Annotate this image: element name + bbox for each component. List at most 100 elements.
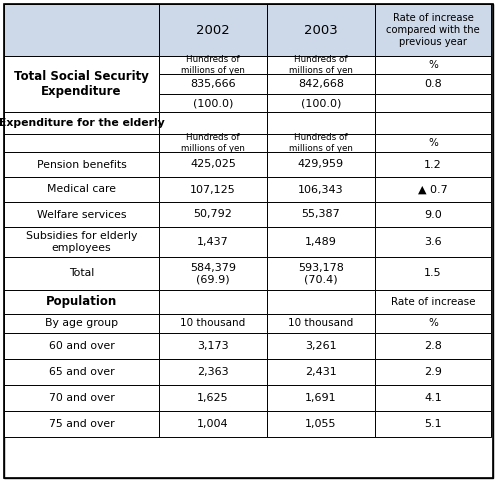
Text: 1,055: 1,055 (305, 419, 337, 429)
Bar (267, 227, 375, 257)
Bar (159, 227, 267, 257)
Bar (4, 411, 159, 437)
Text: %: % (428, 319, 438, 329)
Bar (159, 202, 267, 227)
Text: 10 thousand: 10 thousand (288, 319, 354, 329)
Text: Expenditure for the elderly: Expenditure for the elderly (0, 118, 165, 128)
Bar (375, 227, 491, 257)
Text: Total: Total (69, 268, 94, 279)
Bar (267, 257, 375, 290)
Bar (267, 4, 375, 56)
Text: 55,387: 55,387 (302, 210, 340, 219)
Bar (4, 56, 159, 112)
Bar (159, 56, 267, 74)
Bar (159, 333, 267, 359)
Bar (375, 202, 491, 227)
Bar (159, 385, 267, 411)
Text: 425,025: 425,025 (190, 160, 236, 170)
Text: 65 and over: 65 and over (49, 367, 114, 377)
Text: 584,379
(69.9): 584,379 (69.9) (190, 263, 236, 284)
Bar (159, 411, 267, 437)
Bar (375, 257, 491, 290)
Bar (375, 152, 491, 177)
Bar (4, 4, 159, 56)
Bar (267, 411, 375, 437)
Text: Medical care: Medical care (47, 185, 116, 195)
Text: By age group: By age group (45, 319, 118, 329)
Text: 2.9: 2.9 (424, 367, 442, 377)
Text: 70 and over: 70 and over (49, 393, 114, 403)
Text: ▲ 0.7: ▲ 0.7 (418, 185, 448, 195)
Bar (4, 359, 159, 385)
Bar (4, 152, 159, 177)
Bar (375, 177, 491, 202)
Bar (4, 385, 159, 411)
Text: Welfare services: Welfare services (37, 210, 126, 219)
Bar (4, 333, 159, 359)
Text: Subsidies for elderly
employees: Subsidies for elderly employees (26, 231, 137, 253)
Bar (159, 314, 267, 333)
Bar (267, 152, 375, 177)
Bar (375, 359, 491, 385)
Text: 107,125: 107,125 (190, 185, 236, 195)
Bar (4, 112, 159, 134)
Bar (4, 227, 159, 257)
Text: 2003: 2003 (304, 24, 338, 37)
Text: Pension benefits: Pension benefits (37, 160, 126, 170)
Text: 2,363: 2,363 (197, 367, 229, 377)
Text: Rate of increase: Rate of increase (391, 297, 475, 307)
Text: Total Social Security
Expenditure: Total Social Security Expenditure (14, 70, 149, 98)
Text: 75 and over: 75 and over (49, 419, 114, 429)
Bar (159, 290, 267, 314)
Bar (267, 202, 375, 227)
Bar (267, 314, 375, 333)
Bar (375, 74, 491, 94)
Text: Hundreds of
millions of yen: Hundreds of millions of yen (181, 55, 245, 75)
Text: %: % (428, 138, 438, 148)
Text: Rate of increase
compared with the
previous year: Rate of increase compared with the previ… (386, 13, 480, 47)
Bar (375, 4, 491, 56)
Text: 3,173: 3,173 (197, 341, 229, 351)
Text: 9.0: 9.0 (424, 210, 442, 219)
Text: 842,668: 842,668 (298, 79, 344, 89)
Text: 50,792: 50,792 (193, 210, 233, 219)
Bar (375, 112, 491, 134)
Bar (4, 202, 159, 227)
Text: 593,178
(70.4): 593,178 (70.4) (298, 263, 344, 284)
Text: 429,959: 429,959 (298, 160, 344, 170)
Bar (159, 4, 267, 56)
Bar (159, 359, 267, 385)
Bar (267, 290, 375, 314)
Bar (4, 134, 159, 152)
Text: Hundreds of
millions of yen: Hundreds of millions of yen (289, 134, 353, 153)
Text: 1,004: 1,004 (197, 419, 229, 429)
Text: 4.1: 4.1 (424, 393, 442, 403)
Bar (159, 94, 267, 112)
Text: 1,625: 1,625 (197, 393, 229, 403)
Text: 1.5: 1.5 (424, 268, 442, 279)
Bar (375, 333, 491, 359)
Bar (267, 177, 375, 202)
Text: %: % (428, 60, 438, 70)
Bar (267, 94, 375, 112)
Text: 2002: 2002 (196, 24, 230, 37)
Text: 1.2: 1.2 (424, 160, 442, 170)
Text: 1,437: 1,437 (197, 237, 229, 247)
Text: 60 and over: 60 and over (49, 341, 114, 351)
Text: Hundreds of
millions of yen: Hundreds of millions of yen (289, 55, 353, 75)
Bar (375, 411, 491, 437)
Bar (267, 333, 375, 359)
Text: 1,489: 1,489 (305, 237, 337, 247)
Bar (159, 152, 267, 177)
Bar (4, 177, 159, 202)
Bar (375, 56, 491, 74)
Bar (267, 385, 375, 411)
Bar (159, 177, 267, 202)
Text: (100.0): (100.0) (193, 98, 233, 108)
Bar (267, 359, 375, 385)
Bar (375, 290, 491, 314)
Text: Hundreds of
millions of yen: Hundreds of millions of yen (181, 134, 245, 153)
Bar (159, 257, 267, 290)
Bar (375, 134, 491, 152)
Text: 2.8: 2.8 (424, 341, 442, 351)
